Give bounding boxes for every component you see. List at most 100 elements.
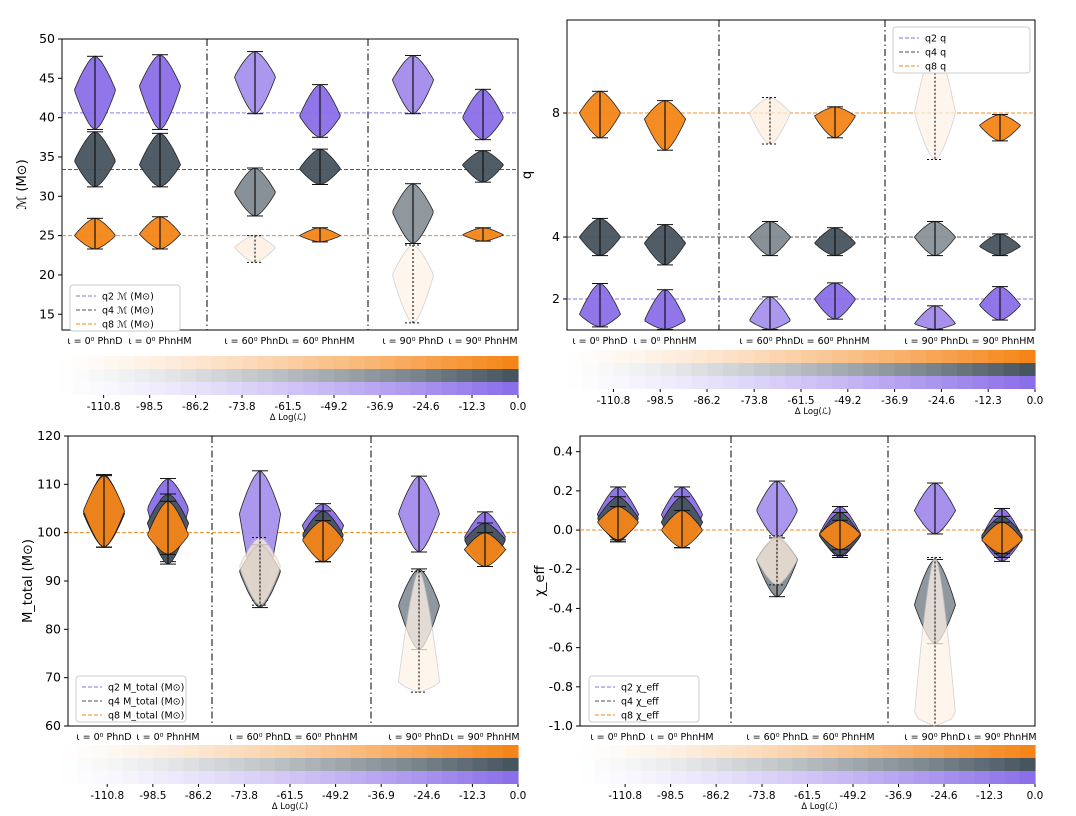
colorbar-cell-q8 (853, 745, 869, 758)
colorbar-cell-q4 (777, 758, 793, 771)
colorbar-cell-q2 (822, 771, 839, 784)
colorbar-tick-label: -86.2 (703, 790, 730, 802)
colorbar-cell-q8 (303, 356, 320, 369)
colorbar-cell-q8 (88, 356, 105, 369)
colorbar-cell-q4 (290, 758, 306, 771)
colorbar-tick-label: -24.6 (412, 401, 439, 413)
colorbar-cell-q2 (349, 382, 366, 395)
colorbar-cell-q4 (707, 363, 724, 376)
colorbar-tick-label: -12.3 (976, 790, 1003, 802)
colorbar-cell-q2 (691, 376, 708, 389)
colorbar-cell-q4 (211, 369, 228, 382)
legend-label: q4 χ_eff (621, 697, 659, 708)
colorbar-cell-q8 (134, 356, 151, 369)
colorbar-cell-q2 (134, 382, 151, 395)
colorbar-tick-label: -98.5 (139, 790, 166, 802)
colorbar-cell-q2 (411, 771, 428, 784)
colorbar-cell-q8 (257, 356, 274, 369)
legend: q2 M_total (M⊙) q4 M_total (M⊙) q8 M_total… (75, 675, 187, 723)
colorbar-tick-label: -110.8 (87, 401, 121, 413)
colorbar-cell-q4 (318, 369, 335, 382)
colorbar-cell-q2 (288, 382, 304, 395)
colorbar-label: Δ Log(ℒ) (795, 407, 831, 417)
chart-panel-total_mass: 60 70 80 90 100 110 120 M_total (M⊙) ι = 0⁰ PhnD… (21, 428, 526, 812)
colorbar-cell-q4 (107, 758, 124, 771)
colorbar-tick-label: -49.2 (320, 401, 347, 413)
colorbar-cell-q2 (894, 376, 911, 389)
category-label: ι = 60⁰ PhnD (224, 336, 285, 347)
colorbar-tick-label: -12.3 (459, 790, 486, 802)
colorbar-cell-q2 (1019, 376, 1036, 389)
y-tick-label: 50 (39, 31, 55, 46)
colorbar-cell-q2 (989, 771, 1006, 784)
y-tick-label: -0.4 (549, 600, 573, 615)
colorbar-cell-q2 (198, 771, 215, 784)
colorbar-tick-label: -110.8 (596, 395, 630, 407)
colorbar-cell-q4 (502, 369, 519, 382)
category-label: ι = 90⁰ PhnHM (450, 732, 519, 743)
y-axis-label: χ_eff (533, 564, 548, 596)
colorbar-cell-q8 (288, 356, 304, 369)
colorbar-cell-q2 (366, 771, 382, 784)
y-tick-label: 0.0 (553, 522, 573, 537)
colorbar-cell-q2 (671, 771, 687, 784)
colorbar-cell-q4 (62, 758, 78, 771)
colorbar-cell-q4 (134, 369, 151, 382)
colorbar-cell-q8 (350, 745, 367, 758)
colorbar-cell-q4 (487, 758, 504, 771)
colorbar-cell-q2 (502, 771, 519, 784)
colorbar-cell-q8 (457, 745, 473, 758)
colorbar-cell-q8 (567, 350, 584, 363)
category-label: ι = 0⁰ PhnHM (650, 732, 713, 743)
colorbar-cell-q4 (150, 369, 166, 382)
colorbar-cell-q2 (832, 376, 849, 389)
plot-area (579, 435, 1036, 727)
y-tick-label: 0.2 (553, 483, 573, 498)
legend: q2 χ_eff q4 χ_eff q8 χ_eff (588, 675, 700, 723)
y-tick-label: 100 (37, 525, 61, 540)
colorbar-cell-q8 (138, 745, 154, 758)
colorbar-cell-q2 (107, 771, 124, 784)
colorbar-cell-q8 (832, 350, 849, 363)
colorbar-cell-q4 (119, 369, 136, 382)
colorbar-cell-q4 (320, 758, 337, 771)
colorbar-cell-q8 (868, 745, 884, 758)
colorbar-cell-q2 (73, 382, 90, 395)
colorbar-cell-q8 (816, 350, 833, 363)
y-axis-label: q (520, 171, 535, 179)
colorbar-cell-q4 (472, 758, 489, 771)
colorbar-cell-q8 (898, 745, 915, 758)
colorbar-cell-q8 (104, 356, 120, 369)
colorbar-cell-q2 (77, 771, 93, 784)
colorbar-cell-q4 (598, 363, 615, 376)
colorbar-cell-q2 (426, 382, 442, 395)
colorbar-cell-q4 (366, 758, 382, 771)
colorbar-cell-q8 (318, 356, 335, 369)
category-label: ι = 0⁰ PhnD (76, 732, 131, 743)
colorbar-cell-q8 (671, 745, 687, 758)
colorbar-cell-q4 (655, 758, 672, 771)
y-tick-label: 45 (39, 70, 55, 85)
colorbar-cell-q4 (380, 369, 396, 382)
colorbar-cell-q2 (567, 376, 584, 389)
colorbar-cell-q8 (244, 745, 261, 758)
colorbar-cell-q4 (629, 363, 646, 376)
colorbar-cell-q8 (349, 356, 366, 369)
colorbar-cell-q2 (1004, 771, 1021, 784)
colorbar-cell-q2 (879, 376, 896, 389)
colorbar-cell-q4 (426, 369, 442, 382)
y-tick-label: 15 (39, 306, 55, 321)
colorbar-cell-q8 (640, 745, 657, 758)
colorbar-cell-q4 (180, 369, 197, 382)
legend-label: q8 χ_eff (621, 711, 659, 722)
colorbar-cell-q4 (1019, 363, 1036, 376)
colorbar-cell-q8 (769, 350, 786, 363)
colorbar-cell-q8 (410, 356, 427, 369)
category-label: ι = 90⁰ PhnD (904, 732, 965, 743)
colorbar-cell-q2 (320, 771, 337, 784)
colorbar-cell-q8 (229, 745, 245, 758)
colorbar-tick-label: -73.8 (228, 401, 255, 413)
colorbar-cell-q2 (472, 771, 489, 784)
colorbar-cell-q4 (229, 758, 245, 771)
colorbar-cell-q4 (1003, 363, 1020, 376)
